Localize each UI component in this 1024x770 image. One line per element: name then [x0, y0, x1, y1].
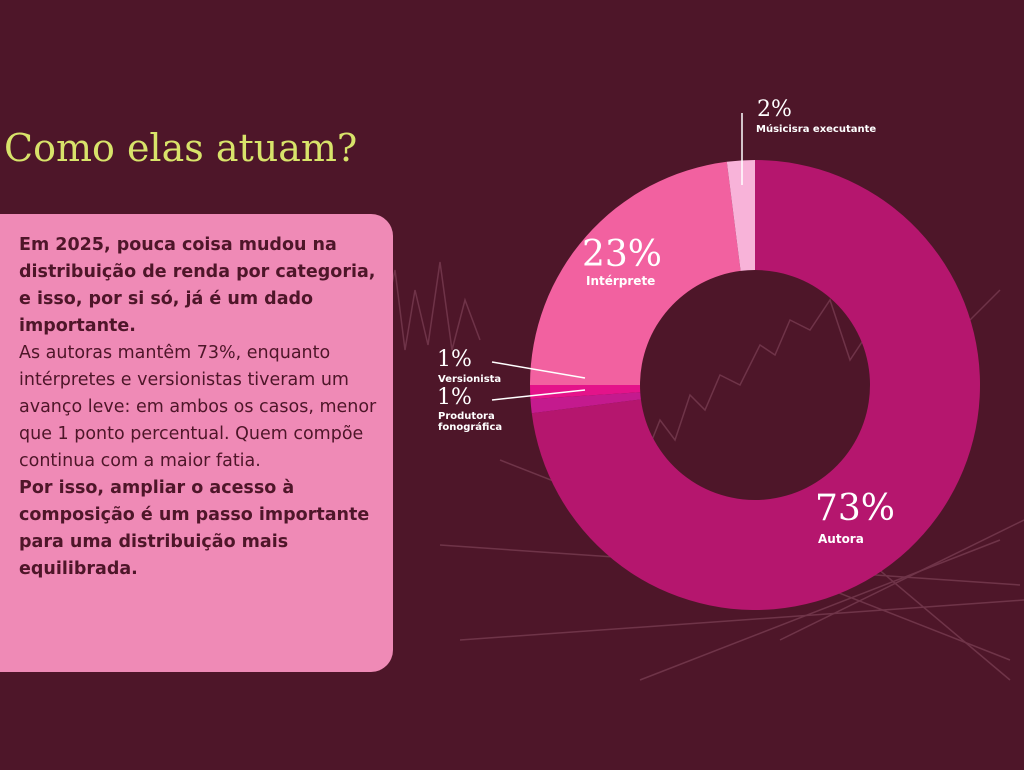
value-label: 23%	[582, 234, 663, 275]
category-label: Intérprete	[586, 274, 656, 288]
intro-text: Em 2025, pouca coisa mudou na distribuiç…	[19, 235, 376, 336]
donut-slice	[726, 160, 755, 271]
leader-line	[491, 361, 586, 379]
body-text: As autoras mantêm 73%, enquanto intérpre…	[19, 343, 377, 471]
text-card: Em 2025, pouca coisa mudou na distribuiç…	[0, 214, 393, 672]
title: Como elas atuam?	[4, 126, 358, 170]
conclusion-text: Por isso, ampliar o acesso à composição …	[19, 478, 370, 579]
donut-slice	[530, 161, 741, 385]
donut-slice	[531, 160, 980, 610]
value-label: 73%	[815, 488, 896, 529]
value-label: 2%	[757, 97, 792, 122]
category-label: Produtora fonográfica	[438, 411, 503, 433]
category-label: Autora	[818, 532, 864, 546]
donut-slice	[530, 385, 641, 400]
category-label: Versionista	[438, 374, 502, 385]
value-label: 1%	[437, 347, 472, 372]
leader-line	[491, 389, 586, 401]
category-label: Músicisra executante	[756, 124, 877, 135]
value-label: 1%	[437, 385, 472, 410]
donut-slice	[530, 392, 641, 414]
